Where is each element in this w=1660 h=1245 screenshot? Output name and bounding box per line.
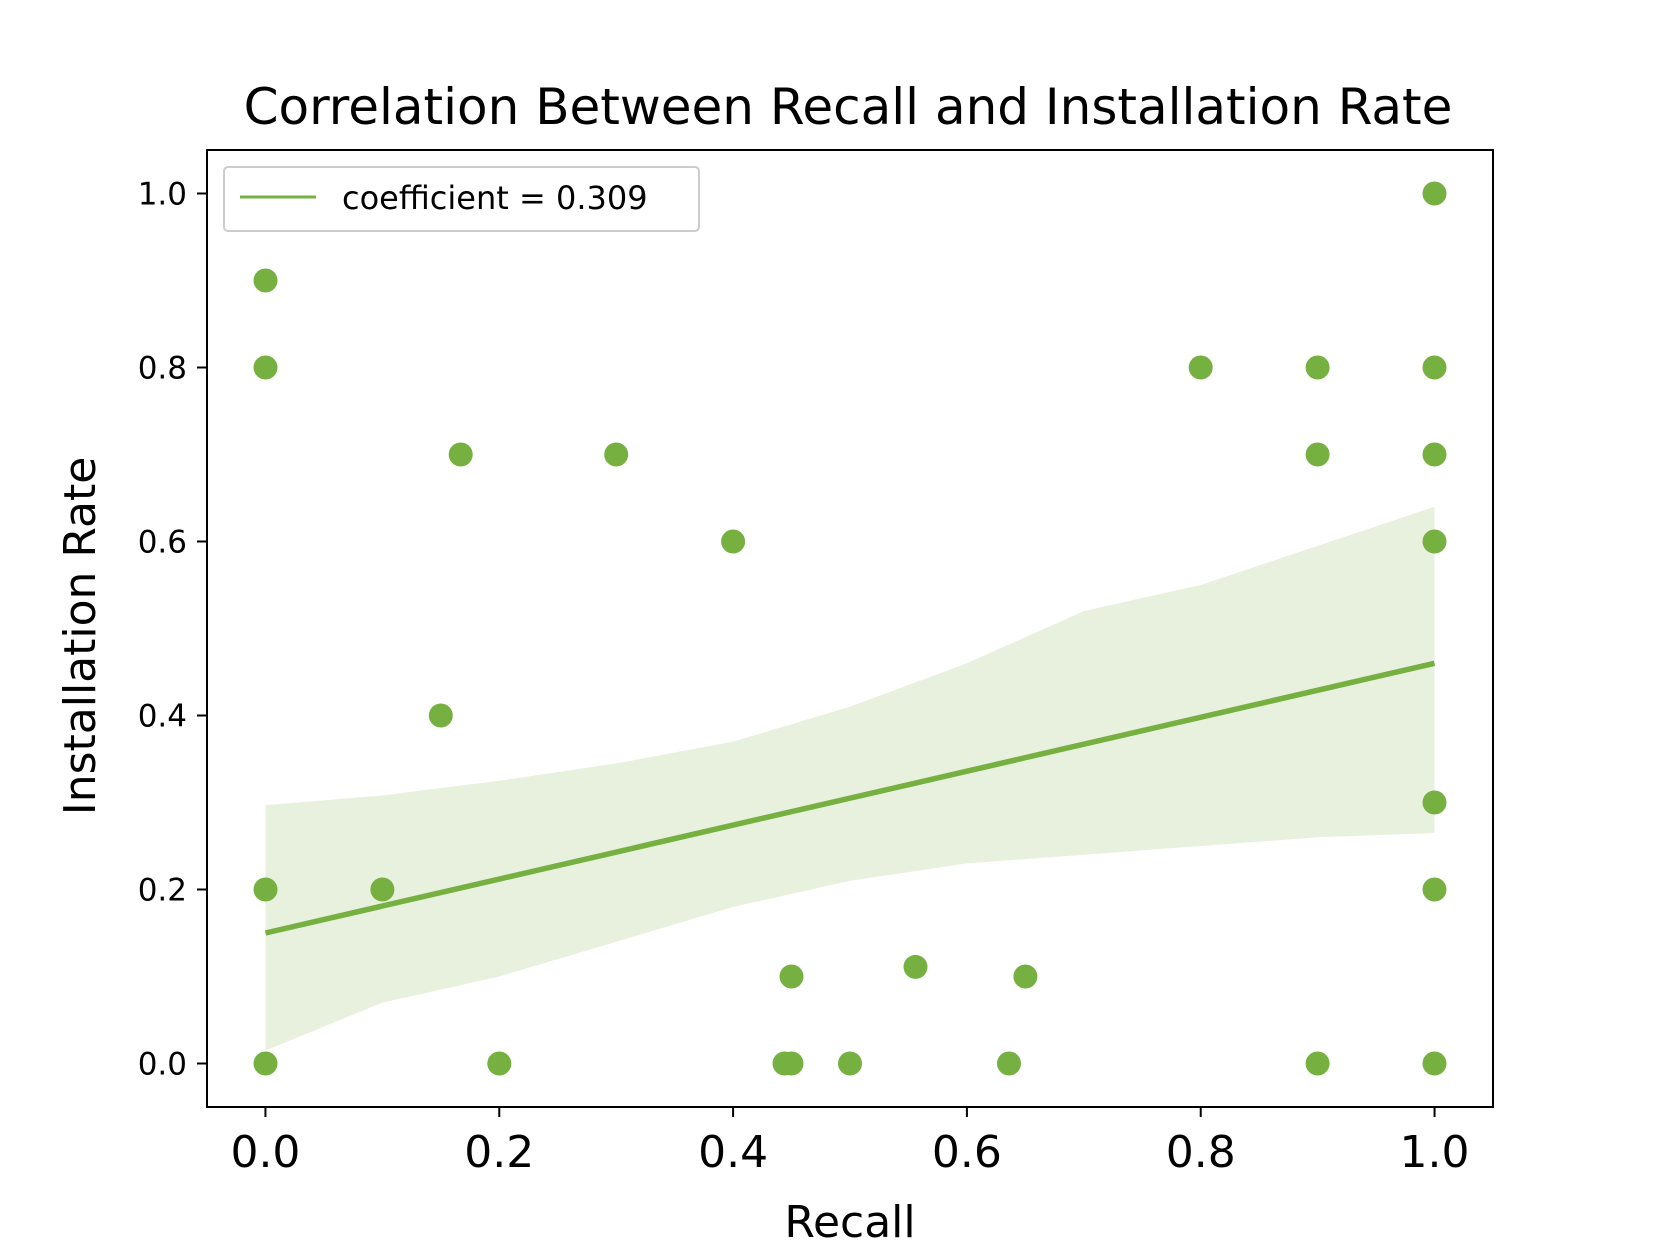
data-point xyxy=(253,1051,278,1076)
data-point xyxy=(428,703,453,728)
x-tick-label: 0.2 xyxy=(464,1127,534,1178)
legend-box xyxy=(223,166,700,232)
data-point xyxy=(253,355,278,380)
data-point xyxy=(903,954,928,979)
x-tick-label: 0.4 xyxy=(698,1127,768,1178)
x-tick-label: 0.6 xyxy=(932,1127,1002,1178)
legend-entry: coefficient = 0.309 xyxy=(342,179,648,217)
data-point xyxy=(1422,529,1447,554)
data-point xyxy=(1422,181,1447,206)
data-point xyxy=(1422,1051,1447,1076)
data-point xyxy=(838,1051,862,1076)
data-point xyxy=(997,1051,1021,1076)
y-tick-label: 0.8 xyxy=(138,351,187,387)
data-point xyxy=(1305,355,1330,380)
y-tick-label: 0.0 xyxy=(138,1047,187,1083)
x-axis-label: Recall xyxy=(784,1197,915,1245)
y-tick-label: 0.2 xyxy=(138,873,187,909)
data-point xyxy=(1422,355,1447,380)
x-tick-label: 0.0 xyxy=(230,1127,300,1178)
data-point xyxy=(1305,442,1330,467)
data-point xyxy=(1013,964,1038,989)
data-point xyxy=(253,268,278,293)
data-point xyxy=(253,877,278,902)
data-point xyxy=(1188,355,1213,380)
x-tick-label: 1.0 xyxy=(1400,1127,1470,1178)
data-point xyxy=(487,1051,512,1076)
y-tick-label: 1.0 xyxy=(138,177,187,213)
data-point xyxy=(1422,790,1447,815)
y-axis-label: Installation Rate xyxy=(55,457,106,816)
data-point xyxy=(370,877,395,902)
y-tick-label: 0.6 xyxy=(138,525,187,561)
data-point xyxy=(721,529,746,554)
confidence-band xyxy=(265,506,1435,1051)
data-point xyxy=(1305,1051,1330,1076)
data-point xyxy=(448,442,473,467)
plot-frame xyxy=(206,149,1494,1108)
data-point xyxy=(779,964,804,989)
data-point xyxy=(1422,877,1447,902)
regression-line xyxy=(264,660,1436,936)
plot-area: 0.0 0.2 0.4 0.6 0.8 1.0 0.0 0.2 0.4 0.6 0.8 1.0 coef… xyxy=(138,149,1494,1178)
x-tick-label: 0.8 xyxy=(1166,1127,1236,1178)
data-point xyxy=(1422,442,1447,467)
chart-title: Correlation Between Recall and Installat… xyxy=(244,78,1453,136)
data-point xyxy=(604,442,629,467)
data-point xyxy=(779,1051,804,1076)
y-tick-label: 0.4 xyxy=(138,699,187,735)
